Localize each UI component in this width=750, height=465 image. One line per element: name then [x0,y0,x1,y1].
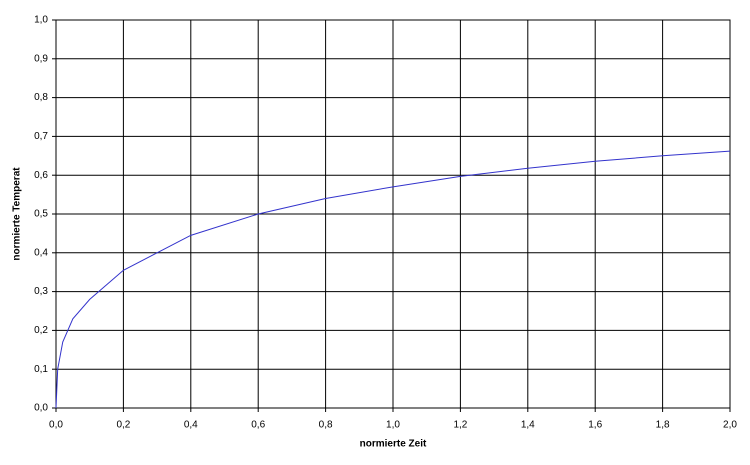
y-tick-label: 0,2 [34,325,48,336]
x-tick-label: 0,6 [251,420,265,431]
y-axis-label: normierte Temperat [12,167,23,261]
x-tick-label: 1,0 [386,420,400,431]
y-tick-label: 0,9 [34,53,48,64]
x-axis-label: normierte Zeit [360,439,427,450]
x-tick-label: 0,4 [184,420,198,431]
x-tick-label: 0,8 [319,420,333,431]
plot-frame [55,19,731,409]
x-tick-label: 1,4 [521,420,535,431]
line [55,150,731,409]
y-tick-label: 1,0 [34,15,48,26]
x-tick-label: 1,8 [656,420,670,431]
y-tick-label: 0,4 [34,247,48,258]
y-tick-label: 0,8 [34,92,48,103]
y-tick-label: 0,0 [34,403,48,414]
y-tick-label: 0,5 [34,209,48,220]
y-tick-label: 0,1 [34,364,48,375]
x-tick-label: 0,2 [116,420,130,431]
x-tick-label: 0,0 [49,420,63,431]
y-tick-label: 0,7 [34,131,48,142]
y-tick-label: 0,3 [34,286,48,297]
y-tick-label: 0,6 [34,170,48,181]
x-tick-label: 1,6 [588,420,602,431]
x-tick-label: 1,2 [453,420,467,431]
x-tick-label: 2,0 [723,420,737,431]
